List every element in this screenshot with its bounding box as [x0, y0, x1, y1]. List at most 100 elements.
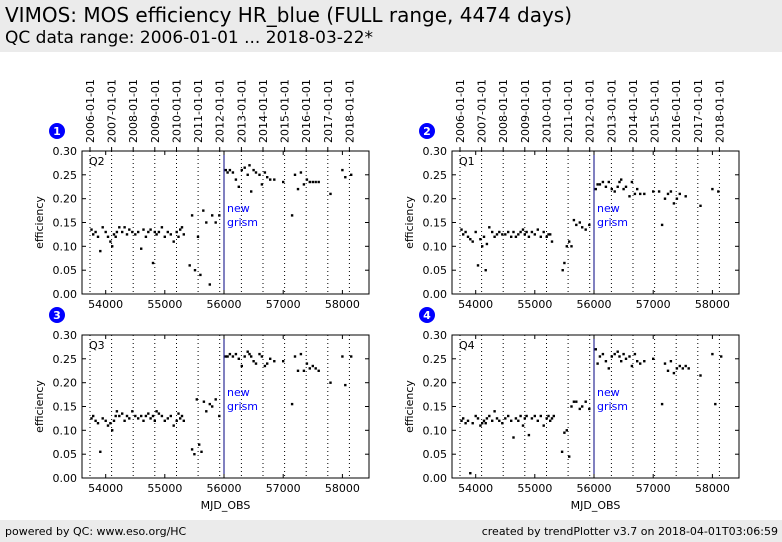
- data-point: [547, 414, 550, 418]
- y-axis-label: efficiency: [33, 380, 46, 433]
- data-point: [134, 414, 137, 418]
- data-point: [491, 230, 494, 234]
- data-point: [618, 355, 621, 358]
- x-tick-label: 58000: [695, 482, 730, 495]
- data-point: [106, 235, 110, 238]
- data-point: [474, 414, 477, 418]
- y-tick-label: 0.25: [423, 353, 448, 366]
- data-point: [479, 238, 482, 241]
- data-point: [314, 180, 317, 184]
- x-tick-label: 55000: [147, 482, 182, 495]
- data-point: [639, 192, 642, 196]
- data-point: [246, 350, 249, 353]
- y-tick-label: 0.05: [423, 264, 448, 277]
- data-point: [681, 367, 684, 370]
- data-point: [462, 233, 465, 236]
- quadrant-label: Q4: [459, 339, 475, 352]
- data-point: [672, 371, 676, 375]
- data-point: [140, 247, 143, 250]
- data-point: [594, 348, 597, 351]
- data-point: [550, 417, 554, 420]
- data-point: [317, 369, 320, 372]
- y-tick-label: 0.05: [53, 448, 78, 461]
- data-point: [514, 417, 518, 420]
- plots-area: 2006-01-01 2007-01-01 2008-01-01 2009-01-01…: [33, 79, 740, 512]
- top-date-label: 2010-01-01: [541, 79, 554, 143]
- data-point: [620, 360, 623, 363]
- data-point: [250, 355, 253, 358]
- data-point: [218, 414, 221, 418]
- data-point: [624, 185, 628, 188]
- footer-created-by: created by trendPlotter v3.7 on 2018-04-…: [481, 525, 778, 538]
- data-point: [228, 352, 232, 356]
- data-point: [248, 164, 251, 167]
- data-point: [469, 238, 472, 241]
- data-point: [601, 180, 605, 184]
- data-point: [549, 419, 552, 422]
- data-point: [643, 360, 646, 363]
- chart-panel-2: 2006-01-01 2007-01-01 2008-01-01 2009-01-01…: [403, 79, 740, 311]
- data-point: [179, 417, 182, 420]
- data-point: [169, 414, 172, 418]
- data-point: [160, 226, 164, 229]
- data-point: [471, 240, 474, 243]
- data-point: [607, 180, 610, 184]
- data-point: [527, 235, 531, 238]
- data-point: [549, 233, 552, 236]
- data-point: [114, 235, 117, 238]
- data-point: [208, 402, 211, 406]
- data-point: [488, 414, 491, 418]
- chart-panel-1: 2006-01-01 2007-01-01 2008-01-01 2009-01-01…: [33, 79, 370, 311]
- data-point: [604, 360, 608, 363]
- data-point: [652, 190, 655, 193]
- data-point: [510, 235, 513, 238]
- data-point: [214, 398, 217, 401]
- data-point: [153, 230, 156, 234]
- data-point: [237, 357, 240, 360]
- data-point: [501, 233, 504, 236]
- data-point: [293, 173, 297, 176]
- data-point: [563, 261, 566, 265]
- event-label: new: [227, 202, 250, 215]
- data-point: [464, 422, 467, 425]
- data-point: [699, 374, 702, 377]
- data-point: [121, 412, 124, 415]
- y-tick-label: 0.05: [53, 264, 78, 277]
- top-date-label: 2018-01-01: [343, 79, 356, 143]
- data-point: [594, 187, 597, 191]
- data-point: [565, 429, 568, 432]
- data-point: [188, 264, 191, 267]
- data-point: [533, 233, 536, 236]
- data-point: [482, 235, 486, 238]
- y-tick-label: 0.15: [423, 401, 448, 414]
- data-point: [121, 230, 124, 234]
- data-point: [240, 168, 243, 172]
- data-point: [584, 228, 587, 231]
- top-date-label: 2014-01-01: [257, 79, 270, 143]
- data-point: [237, 185, 240, 188]
- data-point: [575, 223, 578, 227]
- data-point: [581, 405, 584, 408]
- data-point: [250, 190, 253, 193]
- data-point: [678, 364, 681, 368]
- data-point: [488, 226, 491, 229]
- y-tick-label: 0.20: [53, 193, 78, 206]
- data-point: [231, 171, 235, 174]
- data-point: [684, 195, 687, 198]
- data-point: [628, 355, 631, 358]
- y-axis-label: efficiency: [33, 196, 46, 249]
- y-tick-label: 0.05: [423, 448, 448, 461]
- data-point: [476, 417, 480, 420]
- data-point: [195, 398, 198, 401]
- data-point: [153, 419, 156, 422]
- data-point: [190, 214, 194, 217]
- data-point: [578, 407, 581, 411]
- data-point: [598, 183, 602, 186]
- top-date-label: 2008-01-01: [127, 79, 140, 143]
- x-tick-label: 56000: [577, 298, 612, 311]
- data-point: [481, 245, 484, 248]
- data-point: [530, 230, 534, 234]
- data-point: [484, 422, 487, 425]
- data-point: [202, 209, 205, 212]
